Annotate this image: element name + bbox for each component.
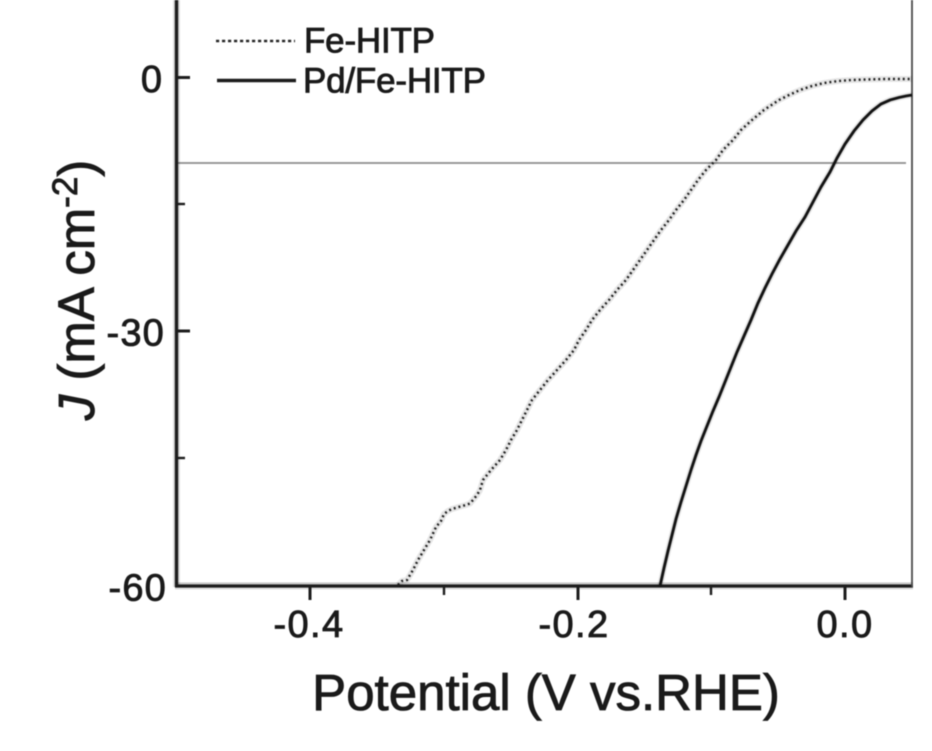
svg-text:Pd/Fe-HITP: Pd/Fe-HITP	[303, 62, 486, 101]
svg-text:Fe-HITP: Fe-HITP	[304, 22, 435, 61]
svg-text:-30: -30	[106, 313, 165, 355]
svg-text:0.0: 0.0	[816, 604, 873, 646]
svg-text:0: 0	[141, 59, 162, 101]
svg-text:-0.4: -0.4	[273, 604, 344, 646]
svg-text:-0.2: -0.2	[538, 604, 609, 646]
svg-text:-60: -60	[108, 568, 167, 610]
svg-text:Potential (V vs.RHE): Potential (V vs.RHE)	[312, 664, 780, 721]
